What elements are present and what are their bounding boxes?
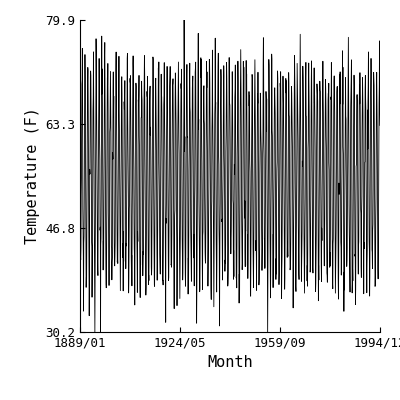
X-axis label: Month: Month: [207, 356, 253, 370]
Y-axis label: Temperature (F): Temperature (F): [24, 108, 40, 244]
